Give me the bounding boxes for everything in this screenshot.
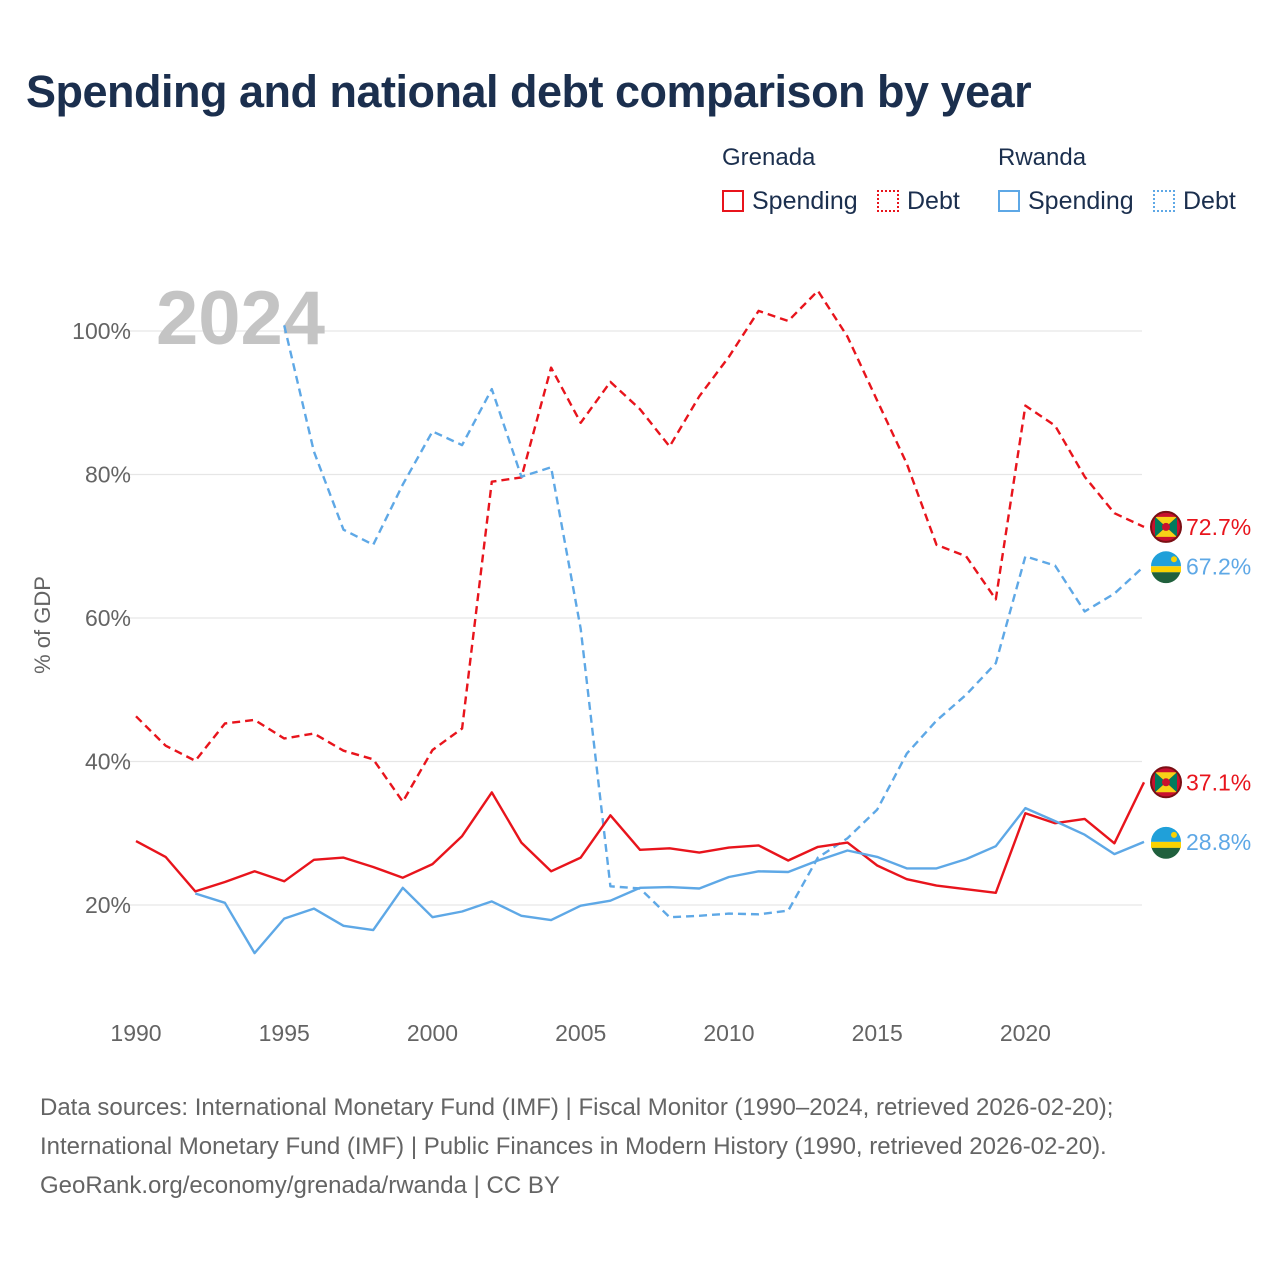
x-axis-ticks: 1990 1995 2000 2005 2010 2015 2020: [110, 1020, 1051, 1046]
y-tick-label: 60%: [85, 605, 131, 631]
end-value-label: 37.1%: [1186, 769, 1251, 795]
rwanda-flag-icon: [1151, 551, 1181, 584]
legend-label: Spending: [1028, 186, 1134, 215]
x-tick-label: 2005: [555, 1020, 606, 1046]
x-tick-label: 1990: [110, 1020, 161, 1046]
grid-lines: [124, 330, 1142, 906]
legend-label: Debt: [907, 186, 960, 215]
legend-swatch-solid: [998, 190, 1020, 212]
x-tick-label: 2015: [852, 1020, 903, 1046]
y-axis-ticks: 20% 40% 60% 80% 100%: [72, 318, 131, 918]
end-labels: 72.7% 67.2% 37.1% 28.8%: [1150, 510, 1251, 859]
grenada-flag-icon: [1150, 766, 1182, 799]
x-tick-label: 2000: [407, 1020, 458, 1046]
line-chart: 2024 % of GDP 20% 40% 60% 80% 100% 1990 1995 2…: [30, 276, 1251, 1046]
series-line-rwanda-spending[interactable]: [194, 806, 1145, 955]
series-line-grenada-debt[interactable]: [135, 289, 1145, 803]
series-lines: [135, 289, 1146, 955]
end-value-label: 67.2%: [1186, 553, 1251, 579]
series-line-rwanda-debt[interactable]: [283, 325, 1145, 919]
year-watermark: 2024: [156, 276, 325, 361]
x-tick-label: 2020: [1000, 1020, 1051, 1046]
legend-grenada-debt[interactable]: Debt: [877, 186, 960, 216]
y-tick-label: 40%: [85, 749, 131, 775]
x-tick-label: 2010: [703, 1020, 754, 1046]
legend-rwanda-debt[interactable]: Debt: [1153, 186, 1236, 216]
legend-grenada-spending[interactable]: Spending: [722, 186, 858, 216]
legend-rwanda-spending[interactable]: Spending: [998, 186, 1134, 216]
end-value-label: 72.7%: [1186, 514, 1251, 540]
legend-label: Spending: [752, 186, 858, 215]
legend-swatch-solid: [722, 190, 744, 212]
y-tick-label: 20%: [85, 892, 131, 918]
y-axis-label: % of GDP: [30, 576, 55, 674]
legend-swatch-dotted: [877, 190, 899, 212]
legend-group-rwanda: Rwanda: [998, 144, 1087, 171]
rwanda-flag-icon: [1151, 826, 1181, 859]
series-line-grenada-spending[interactable]: [135, 781, 1146, 894]
y-tick-label: 80%: [85, 462, 131, 488]
footer-sources: Data sources: International Monetary Fun…: [40, 1088, 1113, 1205]
end-value-label: 28.8%: [1186, 829, 1251, 855]
legend-group-grenada: Grenada: [722, 144, 816, 171]
chart-title: Spending and national debt comparison by…: [26, 66, 1032, 117]
y-tick-label: 100%: [72, 318, 131, 344]
x-tick-label: 1995: [259, 1020, 310, 1046]
legend-swatch-dotted: [1153, 190, 1175, 212]
footer-line-2: International Monetary Fund (IMF) | Publ…: [40, 1133, 1107, 1160]
grenada-flag-icon: [1150, 510, 1182, 543]
footer-line-1: Data sources: International Monetary Fun…: [40, 1094, 1114, 1121]
footer-line-3: GeoRank.org/economy/grenada/rwanda | CC …: [40, 1172, 560, 1199]
legend-label: Debt: [1183, 186, 1236, 215]
